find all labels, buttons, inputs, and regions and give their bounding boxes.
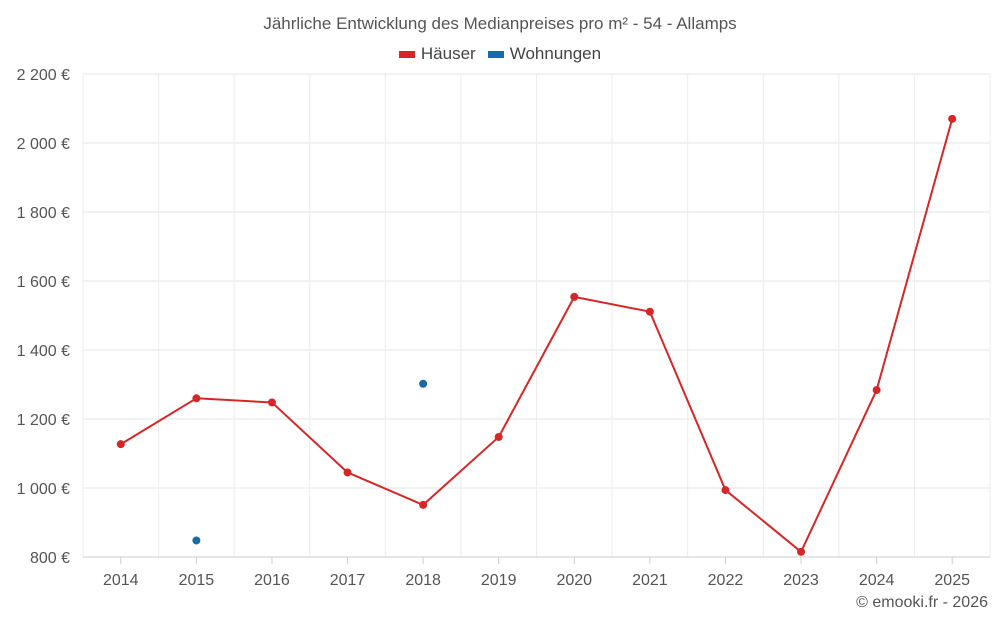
x-tick-label: 2023 [783,572,819,589]
x-tick-label: 2014 [103,572,139,589]
x-tick-label: 2019 [481,572,517,589]
data-point-haeuser [721,486,730,495]
data-point-wohnungen [192,536,201,545]
y-tick-label: 1 000 € [17,481,70,498]
legend-item-wohnungen[interactable]: Wohnungen [487,44,602,64]
x-tick-label: 2025 [934,572,970,589]
x-tick-label: 2020 [556,572,592,589]
series-line-haeuser [120,118,954,553]
y-tick-label: 2 000 € [17,136,70,153]
data-point-haeuser [419,500,428,509]
y-tick-label: 1 200 € [17,412,70,429]
legend-swatch-haeuser [398,50,415,58]
data-point-haeuser [343,468,352,477]
y-tick-label: 800 € [30,550,70,567]
data-point-wohnungen [419,379,428,388]
data-point-haeuser [192,394,201,403]
x-tick-label: 2021 [632,572,668,589]
x-tick-label: 2016 [254,572,290,589]
y-tick-label: 2 200 € [17,67,70,84]
data-point-haeuser [645,307,654,316]
legend: Häuser Wohnungen [0,44,1000,64]
data-point-haeuser [494,432,503,441]
legend-label-wohnungen: Wohnungen [509,44,602,63]
data-point-haeuser [570,292,579,301]
data-point-haeuser [116,440,125,449]
chart-title: Jährliche Entwicklung des Medianpreises … [263,14,737,33]
y-tick-label: 1 400 € [17,343,70,360]
x-tick-label: 2018 [405,572,441,589]
x-tick-label: 2024 [859,572,895,589]
credit-text: © emooki.fr - 2026 [856,594,988,611]
data-point-haeuser [948,114,957,123]
x-tick-label: 2022 [708,572,744,589]
data-point-haeuser [872,386,881,395]
x-tick-label: 2015 [179,572,215,589]
y-tick-label: 1 800 € [17,205,70,222]
legend-label-haeuser: Häuser [420,44,476,63]
data-point-haeuser [797,547,806,556]
data-point-haeuser [267,398,276,407]
y-tick-label: 1 600 € [17,274,70,291]
x-tick-label: 2017 [330,572,366,589]
legend-swatch-wohnungen [487,50,504,58]
legend-item-haeuser[interactable]: Häuser [398,44,476,64]
